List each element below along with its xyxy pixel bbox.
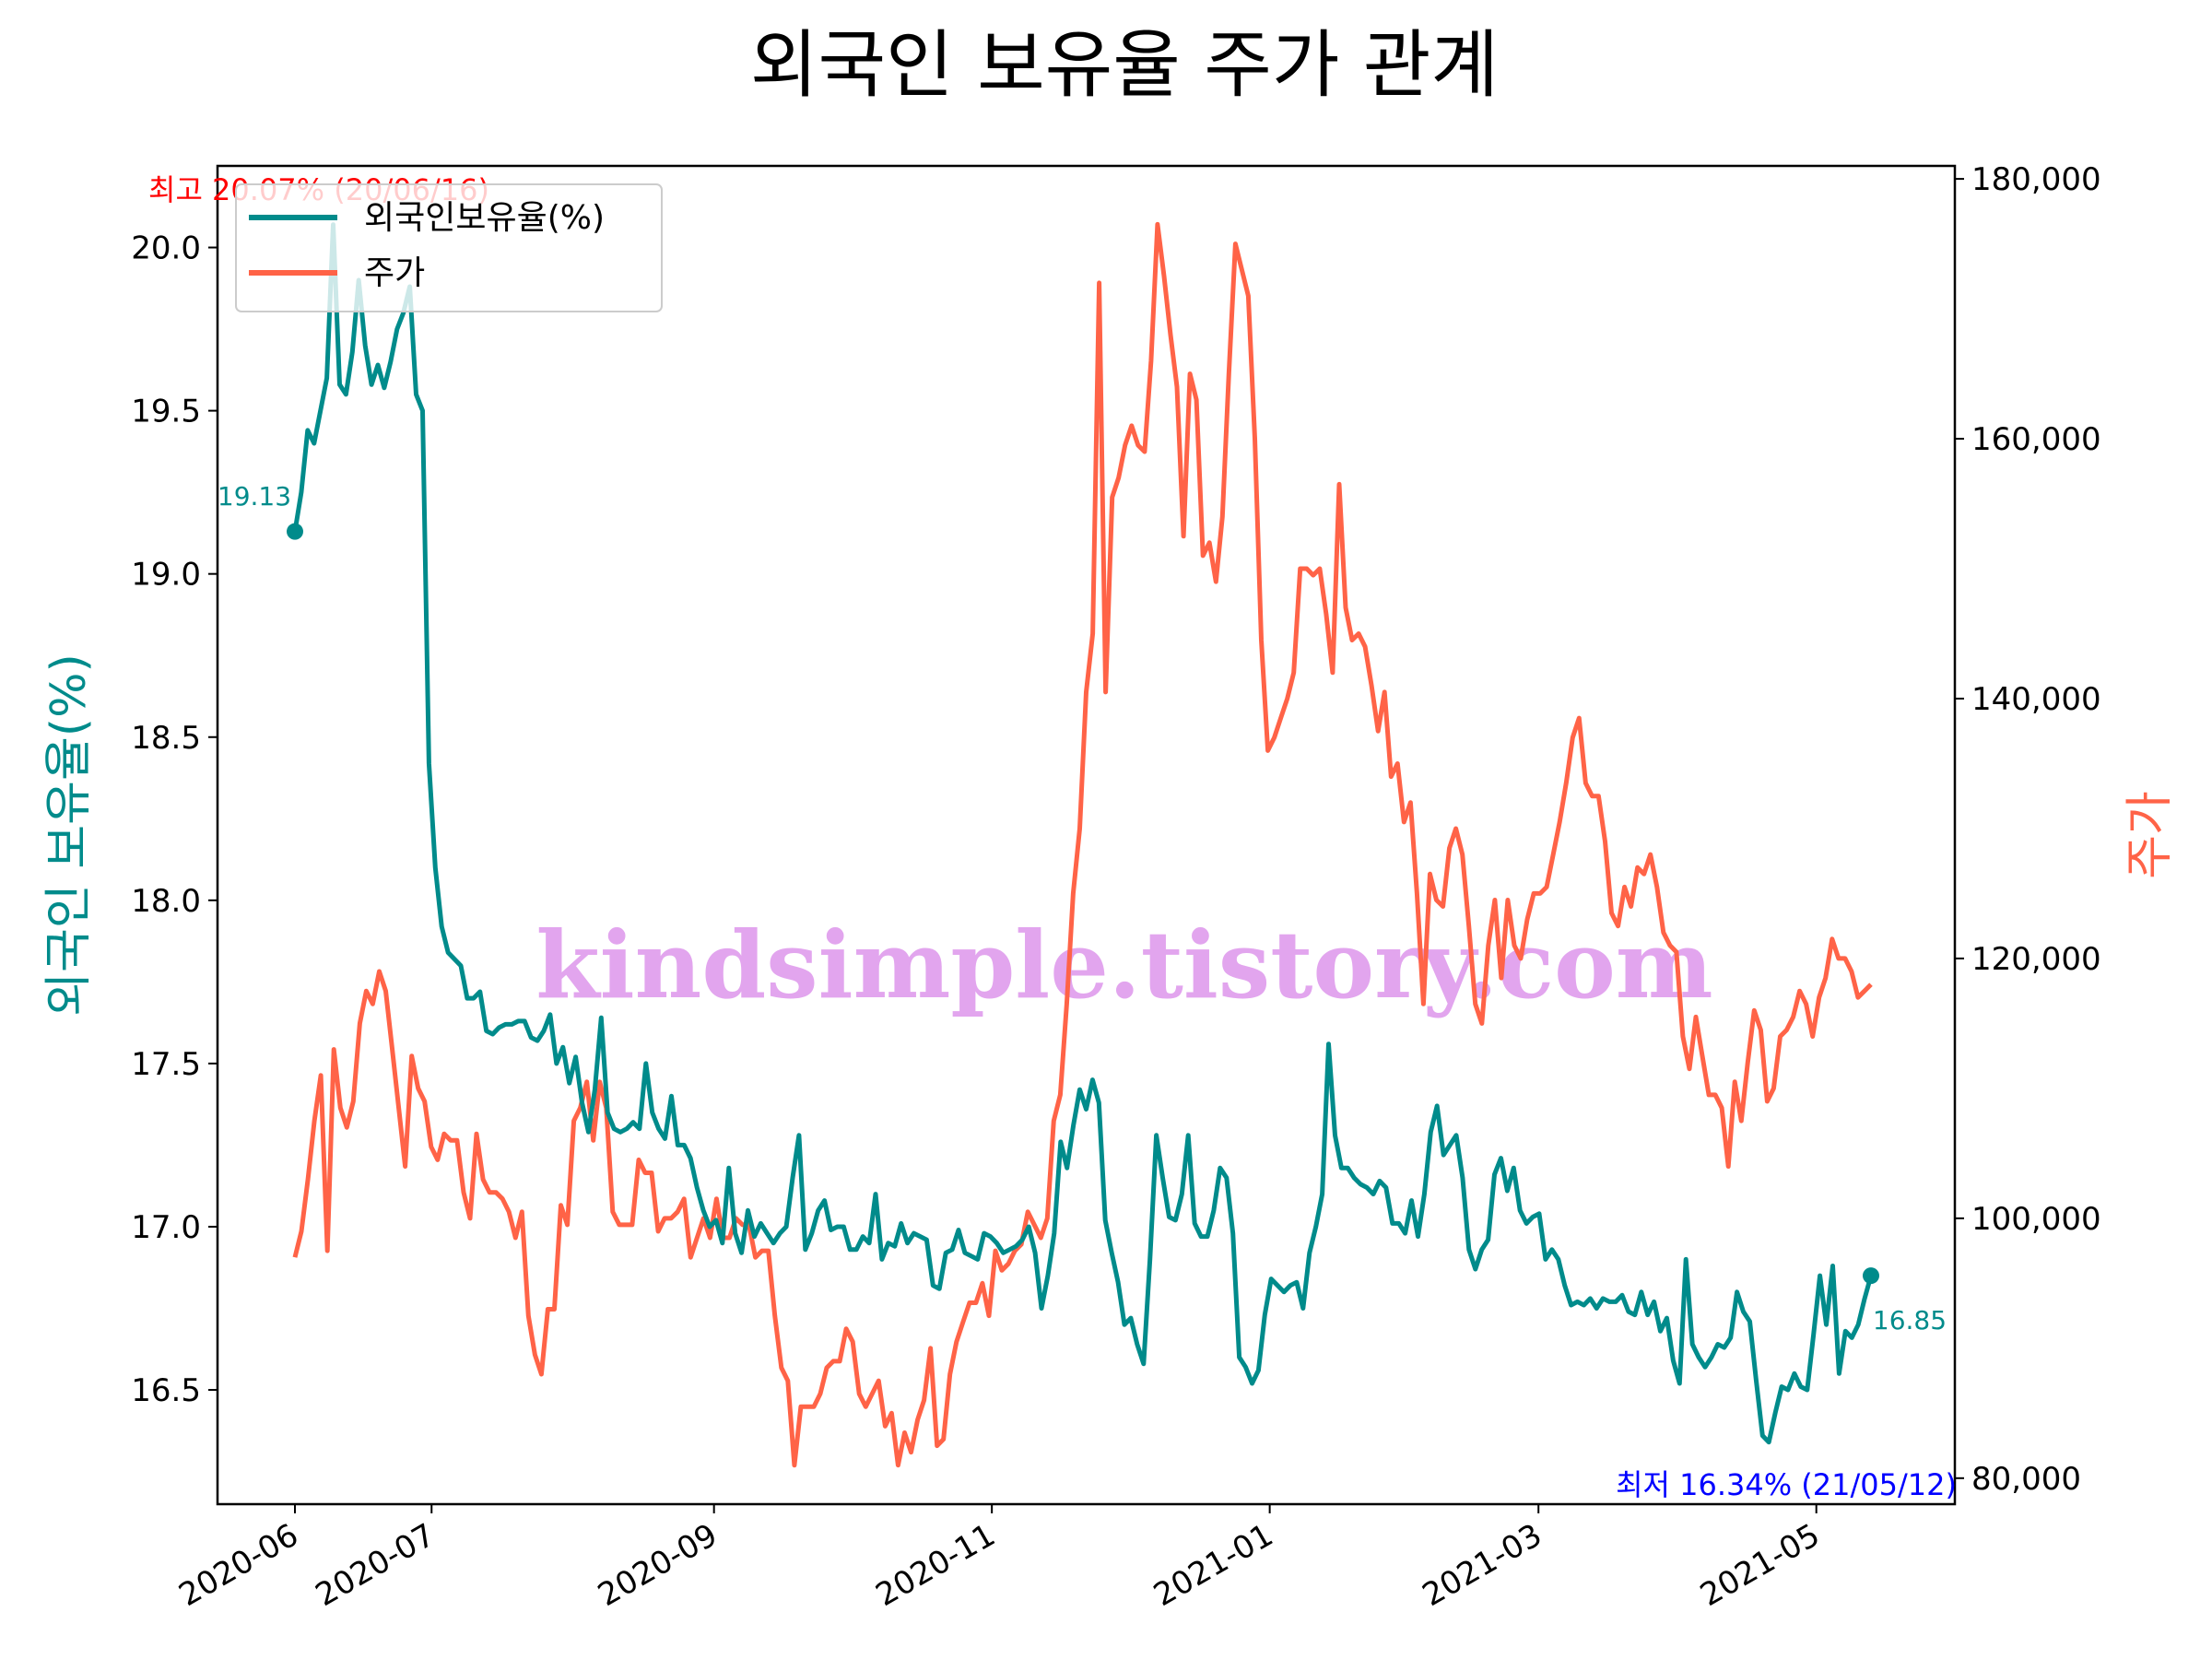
foreign-ownership-line <box>292 222 1874 1445</box>
end-point-marker <box>1863 1267 1879 1285</box>
right-tick-label: 160,000 <box>1971 421 2101 458</box>
y-axis-right-label: 주가 <box>2123 791 2178 879</box>
start-point-marker <box>287 523 303 540</box>
x-tick-label: 2020-09 <box>592 1517 724 1615</box>
right-tick-label: 180,000 <box>1971 161 2101 198</box>
legend: 외국인보유율(%) 주가 <box>235 183 663 312</box>
legend-box <box>235 183 663 312</box>
start-value-label: 19.13 <box>218 481 291 512</box>
x-tick-label: 2020-06 <box>172 1517 304 1615</box>
grid-ticks: 16.5 17.0 17.5 18.0 18.5 19.0 19.5 20.0 80,000 10… <box>131 161 2100 1614</box>
left-tick-label: 18.5 <box>131 720 201 757</box>
left-tick-label: 19.0 <box>131 557 201 594</box>
legend-label-price: 주가 <box>364 254 425 292</box>
left-tick-label: 16.5 <box>131 1372 201 1409</box>
left-tick-label: 18.0 <box>131 883 201 920</box>
min-annotation: 최저 16.34% (21/05/12) <box>1616 1467 1957 1502</box>
chart-title: 외국인 보유율 주가 관계 <box>750 22 1499 108</box>
left-tick-label: 19.5 <box>131 394 201 430</box>
x-tick-label: 2021-03 <box>1417 1517 1548 1615</box>
x-tick-label: 2021-01 <box>1147 1517 1279 1615</box>
x-tick-label: 2021-05 <box>1694 1517 1826 1615</box>
x-tick-label: 2020-07 <box>310 1517 441 1615</box>
legend-label-foreign: 외국인보유율(%) <box>364 199 605 237</box>
right-tick-label: 80,000 <box>1971 1461 2081 1498</box>
left-tick-label: 17.5 <box>131 1046 201 1083</box>
foreign-series <box>287 222 1879 1445</box>
left-tick-label: 17.0 <box>131 1209 201 1246</box>
price-series <box>292 221 1873 1468</box>
y-axis-left-label: 외국인 보유율(%) <box>41 653 97 1017</box>
plot-frame <box>216 164 1957 1506</box>
price-line <box>292 221 1873 1468</box>
right-tick-label: 100,000 <box>1971 1201 2101 1238</box>
right-tick-label: 140,000 <box>1971 681 2101 718</box>
end-value-label: 16.85 <box>1873 1305 1947 1335</box>
right-tick-label: 120,000 <box>1971 941 2101 978</box>
watermark: kindsimple.tistory.com <box>535 911 1712 1019</box>
x-tick-label: 2020-11 <box>870 1517 1002 1615</box>
left-tick-label: 20.0 <box>131 230 201 267</box>
